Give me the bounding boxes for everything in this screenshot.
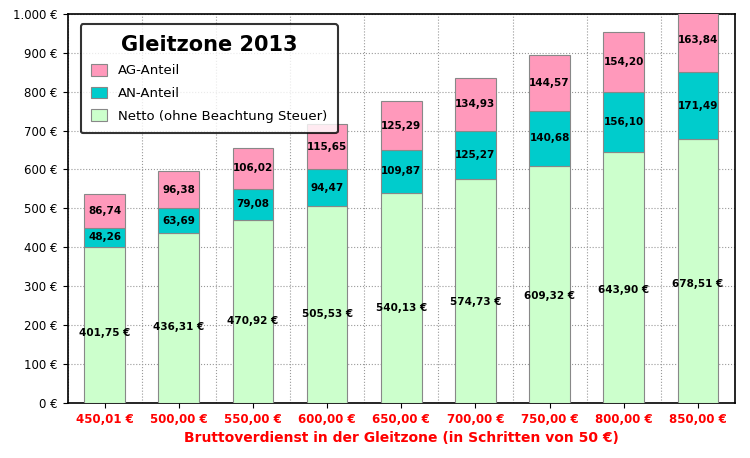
Bar — [530, 55, 570, 111]
Text: 140,68: 140,68 — [530, 133, 570, 143]
Text: 505,53 €: 505,53 € — [302, 310, 352, 320]
Text: 79,08: 79,08 — [236, 199, 269, 209]
Bar — [158, 171, 200, 208]
Bar — [232, 147, 273, 189]
Text: 470,92 €: 470,92 € — [227, 316, 278, 326]
Text: 643,90 €: 643,90 € — [598, 285, 650, 295]
Text: 134,93: 134,93 — [455, 99, 496, 109]
Text: 109,87: 109,87 — [381, 166, 422, 176]
Legend: AG-Anteil, AN-Anteil, Netto (ohne Beachtung Steuer): AG-Anteil, AN-Anteil, Netto (ohne Beacht… — [81, 24, 338, 133]
Text: 115,65: 115,65 — [307, 142, 347, 152]
Bar — [307, 125, 347, 169]
Bar — [530, 166, 570, 403]
Text: 63,69: 63,69 — [162, 216, 195, 226]
Bar — [232, 220, 273, 403]
Bar — [158, 208, 200, 233]
X-axis label: Bruttoverdienst in der Gleitzone (in Schritten von 50 €): Bruttoverdienst in der Gleitzone (in Sch… — [184, 431, 619, 445]
Bar — [603, 153, 644, 403]
Bar — [455, 179, 496, 403]
Bar — [84, 247, 125, 403]
Bar — [455, 78, 496, 131]
Bar — [381, 150, 422, 193]
Text: 574,73 €: 574,73 € — [450, 297, 501, 307]
Bar — [307, 206, 347, 403]
Text: 540,13 €: 540,13 € — [376, 303, 427, 313]
Text: 609,32 €: 609,32 € — [524, 291, 575, 301]
Bar — [307, 169, 347, 206]
Bar — [84, 194, 125, 228]
Bar — [530, 111, 570, 166]
Bar — [677, 139, 718, 403]
Bar — [84, 228, 125, 247]
Text: 86,74: 86,74 — [88, 206, 122, 216]
Text: 96,38: 96,38 — [162, 185, 195, 195]
Text: 154,20: 154,20 — [604, 57, 644, 66]
Bar — [381, 193, 422, 403]
Bar — [677, 72, 718, 139]
Bar — [232, 189, 273, 220]
Text: 48,26: 48,26 — [88, 232, 122, 242]
Text: 171,49: 171,49 — [678, 100, 718, 110]
Bar — [455, 131, 496, 179]
Text: 94,47: 94,47 — [310, 183, 344, 193]
Text: 125,29: 125,29 — [381, 120, 422, 131]
Bar — [381, 101, 422, 150]
Text: 401,75 €: 401,75 € — [79, 327, 130, 338]
Bar — [603, 32, 644, 92]
Text: 436,31 €: 436,31 € — [153, 322, 204, 332]
Bar — [158, 233, 200, 403]
Text: 163,84: 163,84 — [678, 35, 718, 45]
Text: 125,27: 125,27 — [455, 150, 496, 160]
Bar — [677, 8, 718, 72]
Text: 106,02: 106,02 — [232, 164, 273, 173]
Text: 678,51 €: 678,51 € — [672, 279, 724, 289]
Text: 144,57: 144,57 — [530, 78, 570, 88]
Bar — [603, 92, 644, 153]
Text: 156,10: 156,10 — [604, 117, 644, 127]
